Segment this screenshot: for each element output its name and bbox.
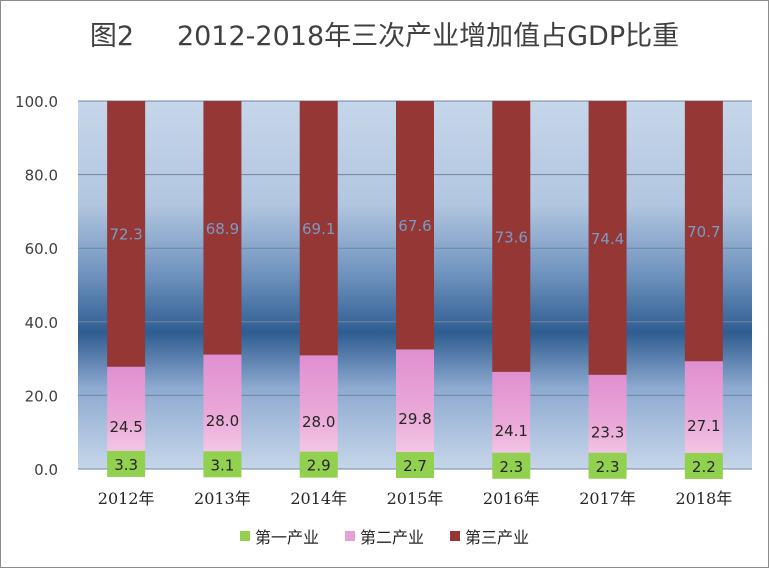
bar-segment-3	[684, 101, 723, 362]
legend-label-tertiary: 第三产业	[465, 528, 530, 547]
bar-segment-3	[492, 101, 531, 372]
data-label-bg	[588, 452, 627, 479]
data-label: 28.0	[206, 412, 239, 430]
data-label: 67.6	[398, 217, 431, 235]
legend-label-primary: 第一产业	[254, 528, 319, 547]
data-label-bg	[684, 452, 723, 479]
data-label: 72.3	[109, 226, 142, 244]
legend-label-secondary: 第二产业	[359, 528, 424, 547]
data-label-bg	[203, 451, 242, 478]
y-tick-label: 60.0	[25, 240, 58, 258]
legend-swatch-secondary	[344, 531, 355, 541]
legend-swatch-tertiary	[450, 531, 460, 541]
bar-segment-2	[588, 374, 627, 461]
x-tick-label: 2012年	[98, 489, 155, 508]
legend-item-secondary: 第二产业	[344, 524, 424, 548]
data-label: 24.5	[109, 418, 142, 436]
data-label: 2.3	[499, 458, 523, 476]
data-label: 70.7	[687, 223, 720, 241]
chart-title: 图2 2012-2018年三次产业增加值占GDP比重	[89, 21, 680, 52]
legend-item-tertiary: 第三产业	[450, 524, 529, 548]
x-tick-label: 2018年	[675, 489, 732, 508]
bar-segment-3	[299, 101, 338, 356]
data-label-bg	[299, 451, 338, 478]
x-tick-label: 2015年	[387, 489, 444, 508]
data-label: 2.9	[307, 457, 331, 475]
data-label: 3.1	[210, 456, 234, 474]
data-label: 68.9	[206, 220, 239, 238]
bar-segment-2	[492, 371, 531, 461]
data-label: 29.8	[398, 410, 431, 428]
bar-segment-2	[299, 355, 338, 459]
legend-swatch-primary	[239, 531, 250, 541]
y-tick-label: 100.0	[15, 93, 58, 111]
bar-segment-3	[588, 101, 627, 375]
data-label: 23.3	[591, 424, 624, 442]
bar-segment-3	[107, 101, 146, 367]
y-tick-label: 80.0	[25, 167, 58, 185]
data-label: 28.0	[302, 413, 335, 431]
x-tick-label: 2013年	[194, 489, 251, 508]
data-label: 2.3	[596, 458, 620, 476]
data-label: 27.1	[687, 417, 720, 435]
bar-segment-2	[396, 349, 434, 460]
bar-segment-2	[107, 366, 146, 457]
data-label: 2.2	[692, 458, 716, 476]
bar-segment-3	[203, 101, 242, 355]
y-tick-label: 20.0	[25, 387, 58, 405]
legend-item-primary: 第一产业	[239, 524, 319, 548]
y-tick-label: 0.0	[34, 461, 58, 479]
bar-segment-2	[203, 354, 242, 458]
x-tick-label: 2017年	[579, 489, 636, 508]
x-tick-label: 2014年	[290, 489, 347, 508]
data-label: 73.6	[495, 228, 528, 246]
legend: 第一产业 第二产业 第三产业	[0, 524, 769, 548]
data-label: 69.1	[302, 220, 335, 238]
x-tick-label: 2016年	[483, 489, 540, 508]
data-label: 3.3	[114, 456, 138, 474]
bar-segment-3	[396, 101, 434, 350]
y-tick-label: 40.0	[25, 314, 58, 332]
bar-segment-2	[684, 361, 723, 461]
data-label-bg	[492, 452, 531, 479]
data-label: 74.4	[591, 230, 624, 248]
data-label: 2.7	[403, 457, 427, 475]
data-label-bg	[396, 452, 434, 479]
data-label: 24.1	[495, 422, 528, 440]
data-label-bg	[107, 450, 146, 477]
